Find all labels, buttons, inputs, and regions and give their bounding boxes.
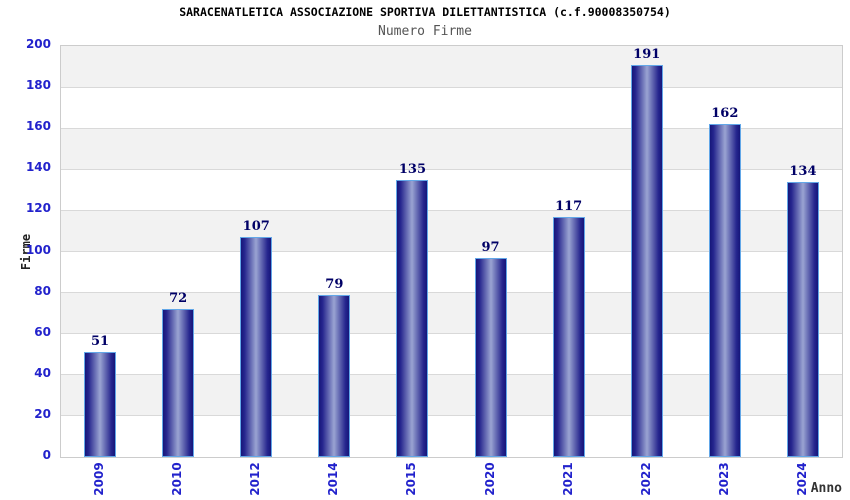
y-tick-label: 0: [42, 448, 51, 462]
gridline: [61, 251, 842, 252]
gridline: [61, 168, 842, 170]
bar-value-label: 191: [633, 46, 661, 62]
bar: [786, 181, 819, 457]
bar-value-label: 51: [91, 334, 110, 350]
bar: [84, 352, 117, 457]
x-tick-label: 2014: [326, 462, 341, 496]
bar-value-label: 134: [789, 163, 817, 179]
chart-title: SARACENATLETICA ASSOCIAZIONE SPORTIVA DI…: [179, 5, 671, 19]
chart-subtitle: Numero Firme: [378, 24, 472, 39]
gridline: [61, 86, 842, 88]
bar: [162, 309, 195, 457]
x-tick-label: 2012: [248, 462, 263, 496]
grid-band: [61, 87, 842, 129]
plot-area: 51 72 107 79 135 97 117 191 162 134: [60, 45, 843, 458]
bar-value-label: 72: [169, 291, 188, 307]
x-tick-label: 2009: [92, 462, 107, 496]
x-tick-label: 2010: [170, 462, 185, 496]
bar-value-label: 135: [398, 161, 426, 177]
bar: [552, 216, 585, 457]
bar: [708, 124, 741, 457]
x-tick-label: 2022: [638, 462, 653, 496]
x-tick-label: 2015: [404, 462, 419, 496]
bar: [630, 64, 663, 457]
y-tick-label: 20: [34, 406, 51, 421]
y-tick-label: 180: [25, 78, 51, 93]
y-tick-label: 160: [25, 119, 51, 134]
gridline: [61, 292, 842, 294]
bar-value-label: 97: [481, 239, 500, 255]
bar-value-label: 107: [242, 219, 270, 235]
gridline: [61, 127, 842, 129]
gridline: [61, 333, 842, 335]
x-tick-label: 2020: [482, 462, 497, 496]
y-tick-label: 40: [34, 365, 51, 380]
y-tick-label: 60: [34, 324, 51, 339]
y-tick-label: 80: [34, 283, 51, 298]
gridline: [61, 415, 842, 417]
y-tick-label: 200: [25, 37, 51, 51]
gridline: [61, 209, 842, 211]
y-tick-label: 100: [25, 242, 51, 257]
x-tick-label: 2021: [560, 462, 575, 496]
x-tick-label: 2024: [794, 462, 809, 496]
bar-value-label: 117: [555, 198, 583, 214]
bar: [318, 294, 351, 457]
bar-value-label: 79: [325, 276, 344, 292]
bar-value-label: 162: [711, 106, 739, 122]
bar: [396, 179, 429, 457]
bar: [240, 237, 273, 457]
y-tick-label: 120: [25, 201, 51, 216]
x-tick-label: 2023: [716, 462, 731, 496]
bar: [474, 257, 507, 457]
gridline: [61, 374, 842, 376]
x-axis-title: Anno: [810, 481, 842, 496]
y-tick-label: 140: [25, 160, 51, 175]
grid-band: [61, 46, 842, 88]
